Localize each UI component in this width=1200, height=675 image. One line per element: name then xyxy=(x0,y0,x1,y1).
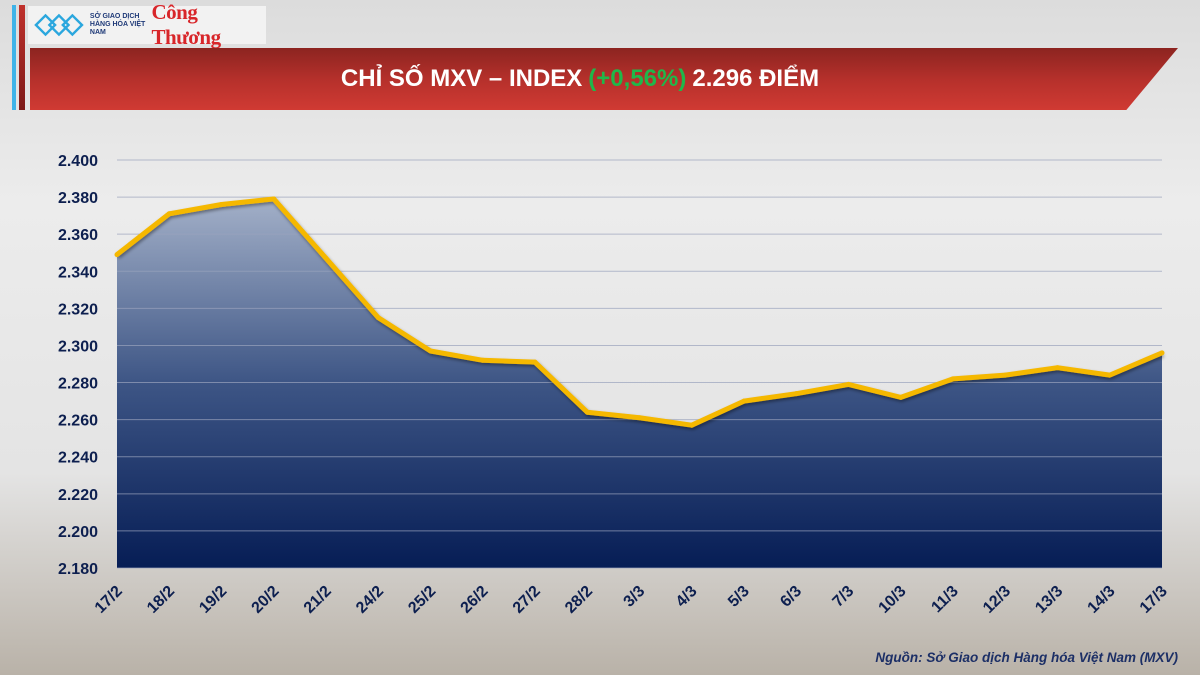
y-tick-label: 2.200 xyxy=(58,524,98,541)
x-tick-label: 4/3 xyxy=(673,583,701,611)
data-point xyxy=(793,391,799,397)
chart-title: CHỈ SỐ MXV – INDEX (+0,56%) 2.296 ĐIỂM xyxy=(30,48,1130,110)
data-point xyxy=(532,359,538,365)
y-tick-label: 2.360 xyxy=(58,227,98,244)
data-point xyxy=(271,196,277,202)
x-tick-label: 13/3 xyxy=(1032,583,1066,617)
x-tick-label: 25/2 xyxy=(405,583,439,617)
x-tick-label: 5/3 xyxy=(725,583,753,611)
data-point xyxy=(898,394,904,400)
x-tick-label: 7/3 xyxy=(830,583,858,611)
data-point xyxy=(1107,372,1113,378)
x-tick-label: 12/3 xyxy=(980,583,1014,617)
data-point xyxy=(637,415,642,421)
data-point xyxy=(1002,372,1008,378)
data-point xyxy=(950,376,956,382)
data-point xyxy=(219,202,224,208)
title-prefix: CHỈ SỐ MXV – INDEX xyxy=(340,65,583,92)
y-tick-label: 2.280 xyxy=(58,376,98,393)
x-tick-label: 17/2 xyxy=(92,583,126,617)
data-point xyxy=(323,255,329,261)
x-tick-label: 6/3 xyxy=(777,583,805,611)
x-tick-label: 14/3 xyxy=(1085,583,1119,617)
data-point xyxy=(584,409,590,415)
source-note: Nguồn: Sở Giao dịch Hàng hóa Việt Nam (M… xyxy=(875,650,1178,665)
x-tick-label: 19/2 xyxy=(196,583,230,617)
data-point xyxy=(689,422,695,428)
y-tick-label: 2.180 xyxy=(58,561,98,578)
data-point xyxy=(846,381,851,387)
mxv-logo-text: SỞ GIAO DỊCH HÀNG HÓA VIỆT NAM xyxy=(89,13,146,36)
x-tick-label: 11/3 xyxy=(928,583,961,616)
data-point xyxy=(114,252,120,258)
data-point xyxy=(375,315,381,321)
mxv-logo-icon xyxy=(34,13,84,37)
accent-bar-red xyxy=(19,5,25,110)
accent-bar-blue xyxy=(12,5,16,110)
area-fill xyxy=(117,198,1162,569)
data-point xyxy=(480,357,486,363)
x-tick-label: 26/2 xyxy=(458,583,492,617)
x-tick-label: 17/3 xyxy=(1137,583,1171,617)
x-tick-label: 24/2 xyxy=(353,583,387,617)
x-tick-label: 10/3 xyxy=(876,583,910,617)
logo-area: SỞ GIAO DỊCH HÀNG HÓA VIỆT NAM Công Thươ… xyxy=(28,0,266,49)
x-tick-label: 28/2 xyxy=(562,583,596,617)
data-point xyxy=(1159,350,1165,356)
y-tick-label: 2.220 xyxy=(58,487,98,504)
y-tick-label: 2.380 xyxy=(58,190,98,207)
data-point xyxy=(741,398,747,404)
congthuong-logo: Công Thương xyxy=(151,0,221,49)
data-point xyxy=(166,211,172,217)
title-change: (+0,56%) xyxy=(588,65,687,92)
y-tick-label: 2.300 xyxy=(58,338,98,355)
y-tick-label: 2.400 xyxy=(58,153,98,170)
x-tick-label: 18/2 xyxy=(144,583,178,617)
y-tick-label: 2.320 xyxy=(58,301,98,318)
x-tick-label: 27/2 xyxy=(510,583,544,617)
title-banner xyxy=(30,48,1178,110)
x-tick-label: 21/2 xyxy=(301,583,335,617)
y-tick-label: 2.240 xyxy=(58,450,98,467)
y-tick-label: 2.340 xyxy=(58,264,98,281)
data-point xyxy=(428,348,433,354)
y-tick-label: 2.260 xyxy=(58,413,98,430)
data-point xyxy=(1055,365,1060,371)
title-value: 2.296 ĐIỂM xyxy=(692,65,820,92)
x-tick-label: 3/3 xyxy=(621,583,649,611)
x-tick-label: 20/2 xyxy=(249,583,283,617)
